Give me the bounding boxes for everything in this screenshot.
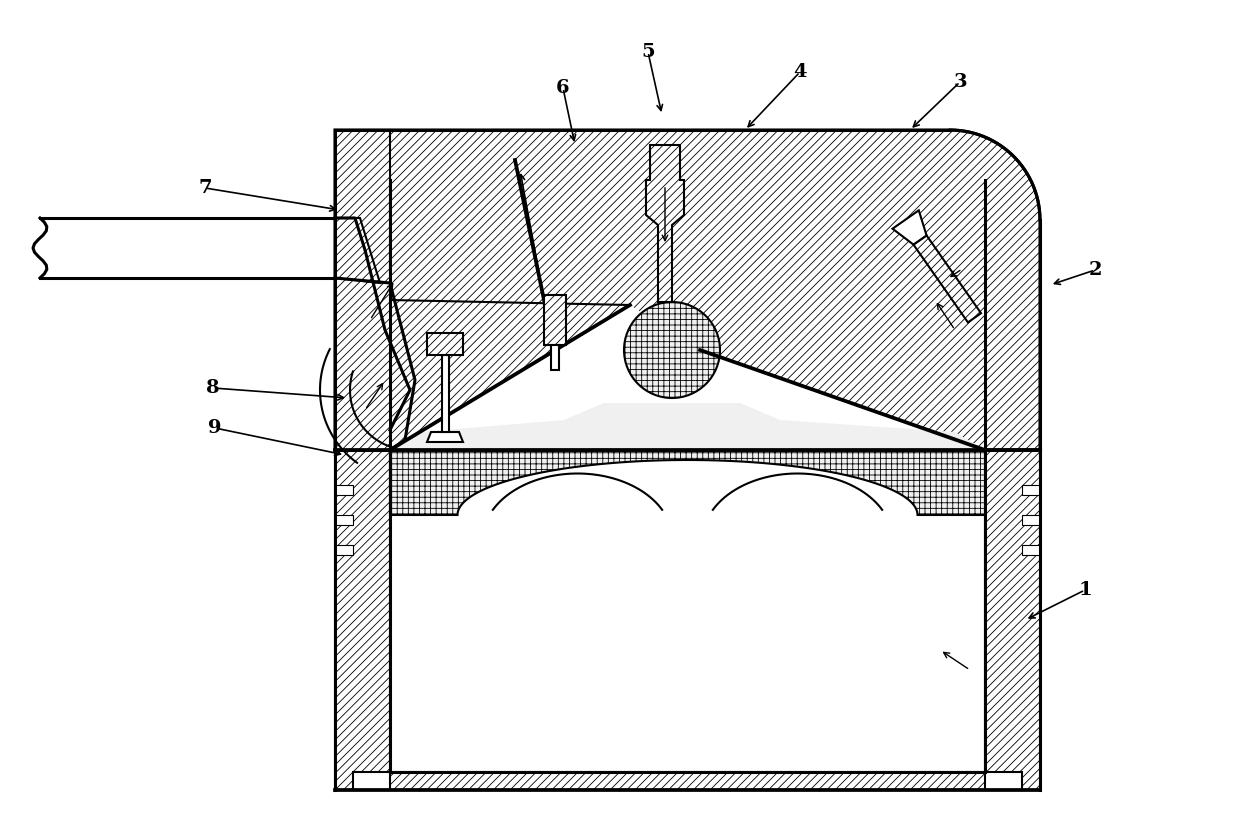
Bar: [1022, 485, 1040, 495]
Polygon shape: [391, 450, 985, 515]
Text: 9: 9: [208, 419, 222, 437]
Bar: [441, 355, 449, 432]
Text: 4: 4: [794, 63, 807, 81]
Polygon shape: [427, 432, 463, 442]
Text: 5: 5: [641, 43, 655, 61]
Bar: [335, 545, 353, 555]
Polygon shape: [391, 403, 985, 450]
Polygon shape: [893, 210, 926, 245]
Text: 6: 6: [557, 79, 570, 97]
Bar: [391, 772, 985, 790]
Bar: [551, 345, 559, 370]
Polygon shape: [335, 130, 1040, 450]
Text: 2: 2: [1089, 261, 1102, 279]
Polygon shape: [985, 450, 1040, 790]
Text: 7: 7: [198, 179, 212, 197]
Circle shape: [624, 302, 720, 398]
Polygon shape: [914, 236, 981, 323]
Bar: [335, 515, 353, 525]
Bar: [1022, 545, 1040, 555]
Text: 8: 8: [206, 379, 219, 397]
Polygon shape: [391, 305, 985, 450]
Polygon shape: [335, 450, 391, 790]
Bar: [427, 333, 463, 355]
Bar: [335, 485, 353, 495]
Polygon shape: [335, 130, 630, 450]
Bar: [1022, 515, 1040, 525]
Text: 1: 1: [1078, 581, 1092, 599]
Bar: [544, 295, 565, 345]
Text: 3: 3: [954, 73, 967, 91]
Polygon shape: [646, 145, 684, 302]
